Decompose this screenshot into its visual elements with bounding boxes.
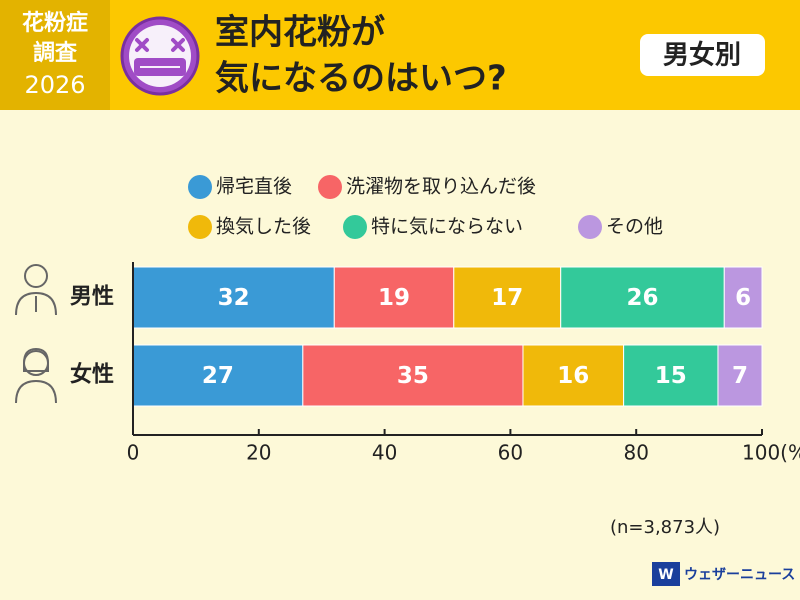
note: (n=3,873人) [610, 517, 720, 538]
value-label: 16 [557, 363, 589, 389]
badge-text: 調査 [33, 40, 78, 66]
x-tick-label: 0 [127, 441, 140, 465]
bar-segment [132, 344, 304, 407]
badge [0, 0, 110, 110]
bar-segment [723, 266, 763, 329]
badge-text: 花粉症 [22, 10, 88, 36]
value-label: 35 [397, 363, 429, 389]
legend-label: 換気した後 [216, 216, 311, 238]
legend-swatch [343, 215, 367, 239]
svg-text:W: W [658, 567, 673, 583]
x-tick-label: 80 [623, 441, 648, 465]
legend-label: 特に気にならない [371, 216, 523, 238]
legend-swatch [318, 175, 342, 199]
value-label: 27 [202, 363, 234, 389]
category-label: 男性 [70, 285, 114, 310]
value-label: 26 [626, 285, 658, 311]
x-tick-label: 100(%) [742, 441, 800, 465]
tag: 男女別 [663, 40, 741, 71]
badge-text: 2026 [24, 71, 85, 99]
value-label: 17 [491, 285, 523, 311]
category-label: 女性 [70, 362, 114, 388]
value-label: 7 [732, 363, 748, 389]
value-label: 15 [655, 363, 687, 389]
title: 気になるのはいつ? [215, 59, 507, 99]
face-icon [120, 16, 200, 96]
logo-text: ウェザーニュース [684, 567, 795, 583]
logo: W [652, 562, 680, 586]
bar-segment [623, 344, 719, 407]
legend-swatch [188, 175, 212, 199]
value-label: 19 [378, 285, 410, 311]
bar-segment [717, 344, 763, 407]
value-label: 32 [218, 285, 250, 311]
legend-label: 帰宅直後 [216, 176, 292, 198]
tag-box [640, 34, 765, 76]
legend-label: その他 [606, 216, 663, 238]
value-label: 6 [735, 285, 751, 311]
x-tick-label: 40 [372, 441, 397, 465]
legend-label: 洗濯物を取り込んだ後 [346, 176, 536, 198]
person-icons [15, 264, 57, 404]
bar-segment [453, 266, 562, 329]
x-tick-label: 60 [498, 441, 523, 465]
title: 室内花粉が [215, 13, 385, 53]
bar-segment [132, 266, 335, 329]
bar-segment [302, 344, 524, 407]
bar-segment [522, 344, 625, 407]
bar-segment [560, 266, 725, 329]
legend-swatch [578, 215, 602, 239]
x-tick-label: 20 [246, 441, 271, 465]
bar-segment [333, 266, 455, 329]
legend-swatch [188, 215, 212, 239]
